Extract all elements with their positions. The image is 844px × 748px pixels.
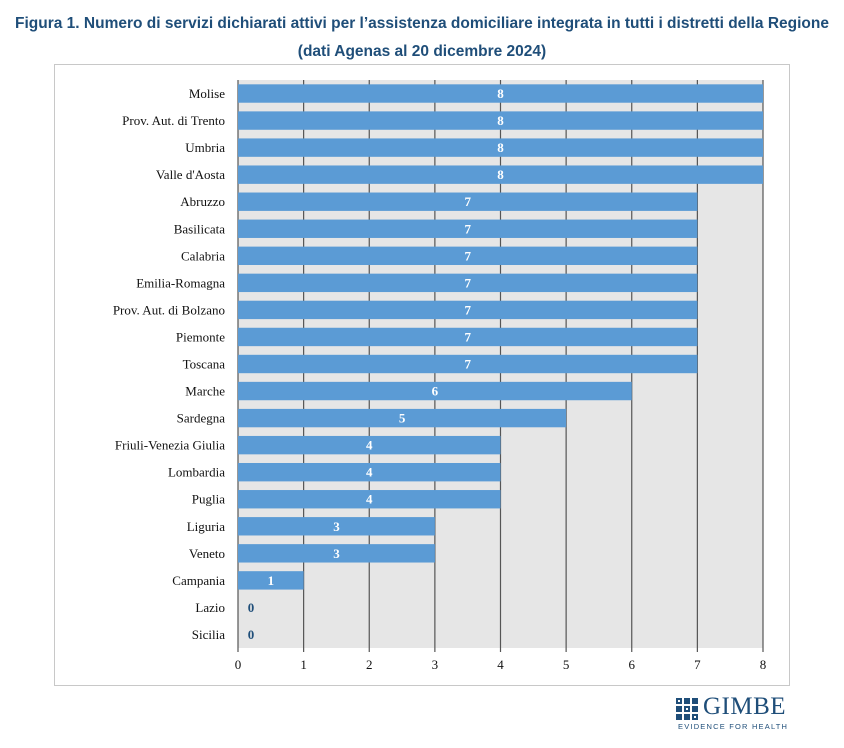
- bar: [238, 138, 763, 157]
- category-label: Piemonte: [176, 329, 225, 344]
- figure-title: Figura 1. Numero di servizi dichiarati a…: [15, 15, 829, 60]
- category-label: Veneto: [189, 546, 225, 561]
- data-label: 7: [464, 194, 471, 209]
- data-label: 7: [464, 302, 471, 317]
- bar: [238, 273, 698, 293]
- bar: [238, 192, 698, 211]
- x-tick-label: 2: [366, 657, 373, 672]
- category-label: Prov. Aut. di Trento: [122, 113, 225, 128]
- data-label: 7: [464, 357, 471, 372]
- bar: [238, 544, 435, 563]
- data-label: 8: [497, 86, 504, 101]
- category-label: Umbria: [185, 140, 225, 155]
- x-tick-label: 6: [629, 657, 636, 672]
- data-label: 4: [366, 465, 373, 480]
- category-label: Sardegna: [177, 411, 226, 426]
- category-label: Sicilia: [192, 627, 225, 642]
- data-label: 8: [497, 167, 504, 182]
- data-label: 7: [464, 275, 471, 290]
- data-label: 8: [497, 113, 504, 128]
- x-tick-label: 7: [694, 657, 701, 672]
- data-label: 7: [464, 248, 471, 263]
- bar: [238, 300, 698, 320]
- category-label: Valle d'Aosta: [156, 167, 225, 182]
- data-label: 4: [366, 438, 373, 453]
- logo-tagline: EVIDENCE FOR HEALTH: [678, 722, 789, 731]
- category-label: Molise: [189, 86, 225, 101]
- data-label: 7: [464, 221, 471, 236]
- bar: [238, 435, 501, 455]
- category-label: Lombardia: [168, 465, 225, 480]
- category-label: Lazio: [195, 600, 225, 615]
- data-label: 3: [333, 519, 340, 534]
- bar: [238, 165, 763, 184]
- logo-name: GIMBE: [703, 693, 787, 720]
- data-label: 1: [268, 573, 275, 588]
- data-label: 0: [248, 627, 255, 642]
- category-label: Abruzzo: [180, 194, 225, 209]
- bar: [238, 246, 698, 266]
- x-tick-label: 3: [432, 657, 439, 672]
- chart-frame: 0 1 2 3 4 5 6 7 8 Molise 8 Prov. Aut. di Trento 8 Umb…: [54, 64, 790, 686]
- category-label: Marche: [185, 384, 225, 399]
- data-label: 5: [399, 411, 406, 426]
- x-tick-label: 0: [235, 657, 242, 672]
- category-label: Puglia: [192, 492, 225, 507]
- data-label: 6: [432, 384, 439, 399]
- bar: [238, 517, 435, 536]
- x-tick-label: 4: [497, 657, 504, 672]
- category-label: Campania: [172, 573, 225, 588]
- bar: [238, 490, 501, 509]
- category-label: Basilicata: [174, 221, 225, 236]
- bar: [238, 84, 763, 103]
- x-tick-label: 8: [760, 657, 767, 672]
- data-label: 8: [497, 140, 504, 155]
- x-tick-label: 1: [300, 657, 307, 672]
- bar: [238, 571, 304, 590]
- data-label: 7: [464, 329, 471, 344]
- gimbe-logo-icon: [676, 698, 698, 720]
- category-label: Emilia-Romagna: [136, 275, 225, 290]
- bar: [238, 111, 763, 130]
- category-label: Calabria: [181, 248, 225, 263]
- data-label: 0: [248, 600, 255, 615]
- gimbe-logo: GIMBE EVIDENCE FOR HEALTH: [676, 693, 794, 736]
- bar: [238, 219, 698, 238]
- category-label: Friuli-Venezia Giulia: [115, 438, 225, 453]
- bar: [238, 354, 698, 374]
- category-label: Toscana: [183, 357, 226, 372]
- bar: [238, 462, 501, 482]
- x-tick-label: 5: [563, 657, 570, 672]
- bar: [238, 408, 567, 428]
- data-label: 3: [333, 546, 340, 561]
- data-label: 4: [366, 492, 373, 507]
- category-label: Liguria: [187, 519, 225, 534]
- bar: [238, 381, 632, 401]
- category-label: Prov. Aut. di Bolzano: [113, 302, 225, 317]
- bar: [238, 327, 698, 347]
